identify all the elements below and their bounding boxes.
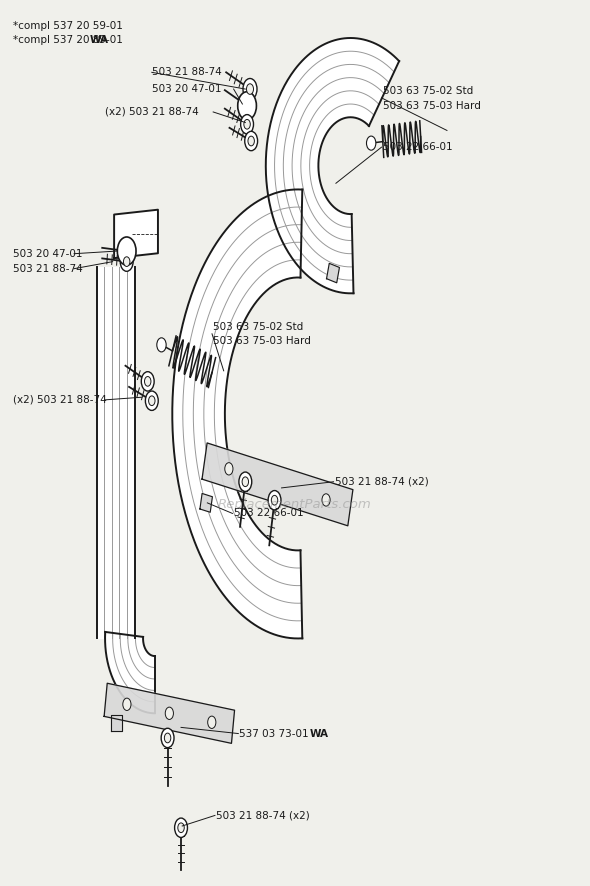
Circle shape: [322, 494, 330, 506]
Circle shape: [244, 120, 250, 129]
Circle shape: [241, 114, 254, 134]
Text: 503 63 75-03 Hard: 503 63 75-03 Hard: [383, 101, 480, 111]
Circle shape: [165, 733, 171, 742]
Text: 503 63 75-02 Std: 503 63 75-02 Std: [213, 322, 303, 331]
Text: ReplacementParts.com: ReplacementParts.com: [218, 498, 372, 511]
Circle shape: [245, 131, 258, 151]
Text: (x2) 503 21 88-74: (x2) 503 21 88-74: [105, 107, 199, 117]
Circle shape: [141, 372, 154, 391]
Text: 503 21 88-74: 503 21 88-74: [14, 264, 83, 274]
Circle shape: [157, 338, 166, 352]
Text: 503 63 75-03 Hard: 503 63 75-03 Hard: [213, 336, 311, 346]
Polygon shape: [202, 443, 353, 525]
Polygon shape: [326, 263, 339, 283]
Text: 503 22 66-01: 503 22 66-01: [383, 142, 453, 152]
Text: WA: WA: [310, 728, 329, 739]
Polygon shape: [97, 267, 135, 639]
Text: 503 21 88-74: 503 21 88-74: [152, 67, 222, 77]
Circle shape: [165, 707, 173, 719]
Circle shape: [238, 92, 257, 120]
Polygon shape: [114, 210, 158, 258]
Circle shape: [243, 79, 257, 99]
Polygon shape: [112, 715, 122, 731]
Polygon shape: [266, 38, 399, 293]
Circle shape: [120, 252, 133, 271]
Polygon shape: [104, 683, 235, 743]
Circle shape: [366, 136, 376, 150]
Polygon shape: [172, 190, 302, 639]
Circle shape: [225, 462, 233, 475]
Circle shape: [208, 716, 216, 728]
Text: 537 03 73-01: 537 03 73-01: [240, 728, 312, 739]
Circle shape: [271, 495, 278, 505]
Circle shape: [123, 698, 131, 711]
Text: 503 21 88-74 (x2): 503 21 88-74 (x2): [335, 477, 428, 486]
Polygon shape: [200, 494, 212, 512]
Circle shape: [247, 84, 254, 94]
Text: 503 20 47-01: 503 20 47-01: [14, 249, 83, 259]
Circle shape: [149, 396, 155, 406]
Circle shape: [178, 823, 184, 833]
Text: WA: WA: [89, 35, 109, 45]
Text: *compl 537 20 89-01: *compl 537 20 89-01: [14, 35, 126, 45]
Circle shape: [161, 728, 174, 748]
Circle shape: [239, 472, 252, 492]
Text: 503 20 47-01: 503 20 47-01: [152, 84, 221, 94]
Circle shape: [117, 237, 136, 265]
Circle shape: [175, 818, 188, 837]
Text: *compl 537 20 59-01: *compl 537 20 59-01: [14, 20, 123, 31]
Text: 503 22 66-01: 503 22 66-01: [234, 509, 303, 518]
Circle shape: [145, 391, 158, 410]
Circle shape: [145, 377, 151, 386]
Text: 503 63 75-02 Std: 503 63 75-02 Std: [383, 86, 473, 96]
Text: 503 21 88-74 (x2): 503 21 88-74 (x2): [216, 811, 310, 820]
Circle shape: [123, 257, 130, 267]
Polygon shape: [105, 632, 155, 713]
Circle shape: [248, 136, 254, 146]
Circle shape: [242, 477, 248, 486]
Circle shape: [268, 491, 281, 510]
Text: (x2) 503 21 88-74: (x2) 503 21 88-74: [14, 395, 107, 405]
